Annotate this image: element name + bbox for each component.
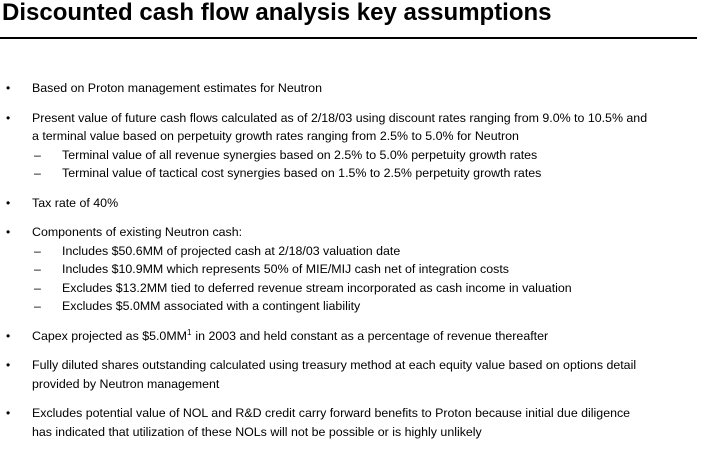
- bullet-line: Present value of future cash flows calcu…: [0, 109, 714, 128]
- footnote-marker: 1: [186, 327, 192, 337]
- bullet-text: Capex projected as $5.0MM: [32, 328, 187, 343]
- title-rule: [0, 37, 697, 39]
- bullet-marker: •: [6, 406, 11, 420]
- bullet-text: Based on Proton management estimates for…: [32, 81, 322, 95]
- bullet-text: has indicated that utilization of these …: [32, 424, 482, 439]
- bullet-text: Present value of future cash flows calcu…: [32, 110, 648, 125]
- bullet-list: • Based on Proton management estimates fo…: [0, 79, 714, 452]
- bullet-text: provided by Neutron management: [32, 376, 220, 391]
- bullet-item: • Present value of future cash flows calc…: [0, 109, 714, 183]
- sub-bullet-marker: –: [34, 280, 41, 295]
- bullet-item: • Based on Proton management estimates fo…: [0, 79, 714, 98]
- bullet-text: Excludes potential value of NOL and R&D …: [32, 406, 631, 420]
- sub-bullet-text: Excludes $5.0MM associated with a contin…: [62, 299, 361, 313]
- bullet-marker: •: [6, 81, 11, 95]
- sub-bullet: – Includes $50.6MM of projected cash at 2…: [0, 242, 714, 261]
- bullet-marker: •: [6, 195, 11, 210]
- bullet-text: a terminal value based on perpetuity gro…: [32, 129, 519, 143]
- sub-bullet-marker: –: [34, 299, 41, 313]
- sub-bullet-marker: –: [34, 262, 41, 276]
- bullet-marker: •: [6, 358, 11, 372]
- bullet-line: has indicated that utilization of these …: [0, 423, 714, 442]
- bullet-line: Based on Proton management estimates for…: [0, 79, 714, 98]
- bullet-line: Components of existing Neutron cash:: [0, 223, 714, 242]
- sub-bullet-marker: –: [34, 243, 41, 258]
- bullet-text: Tax rate of 40%: [32, 195, 119, 210]
- bullet-marker: •: [6, 110, 11, 125]
- sub-bullet: – Excludes $13.2MM tied to deferred reven…: [0, 279, 714, 298]
- bullet-marker: •: [6, 225, 11, 239]
- bullet-line: Capex projected as $5.0MM1 in 2003 and he…: [0, 327, 714, 346]
- bullet-text: in 2003 and held constant as a percentag…: [195, 328, 549, 343]
- sub-bullet: – Includes $10.9MM which represents 50% o…: [0, 260, 714, 279]
- slide-title: Discounted cash flow analysis key assump…: [2, 0, 552, 26]
- bullet-marker: •: [6, 328, 11, 343]
- bullet-item: • Tax rate of 40%: [0, 194, 714, 213]
- bullet-line: Fully diluted shares outstanding calcula…: [0, 356, 714, 375]
- sub-bullet-marker: –: [34, 147, 41, 162]
- bullet-line: Excludes potential value of NOL and R&D …: [0, 404, 714, 423]
- bullet-text: Fully diluted shares outstanding calcula…: [32, 358, 637, 372]
- sub-bullet-text: Includes $10.9MM which represents 50% of…: [62, 262, 509, 276]
- sub-bullet-text: Includes $50.6MM of projected cash at 2/…: [62, 243, 401, 258]
- sub-bullet-marker: –: [34, 166, 41, 180]
- bullet-item: • Fully diluted shares outstanding calcul…: [0, 356, 714, 393]
- sub-bullet: – Terminal value of tactical cost synergi…: [0, 164, 714, 183]
- bullet-text: Components of existing Neutron cash:: [32, 225, 243, 239]
- sub-bullet: – Excludes $5.0MM associated with a conti…: [0, 297, 714, 316]
- sub-bullet-text: Terminal value of tactical cost synergie…: [62, 166, 542, 180]
- bullet-item: • Components of existing Neutron cash: – In…: [0, 223, 714, 316]
- sub-bullet-text: Terminal value of all revenue synergies …: [62, 147, 538, 162]
- bullet-line: provided by Neutron management: [0, 375, 714, 394]
- sub-bullet-text: Excludes $13.2MM tied to deferred revenu…: [62, 280, 572, 295]
- bullet-item: • Capex projected as $5.0MM1 in 2003 and h…: [0, 327, 714, 346]
- bullet-line: a terminal value based on perpetuity gro…: [0, 127, 714, 146]
- sub-bullet: – Terminal value of all revenue synergies…: [0, 146, 714, 165]
- bullet-item: • Excludes potential value of NOL and R&D…: [0, 404, 714, 441]
- bullet-line: Tax rate of 40%: [0, 194, 714, 213]
